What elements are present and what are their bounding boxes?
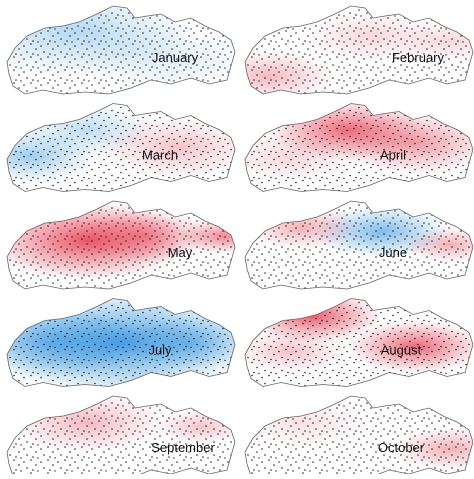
month-label: February — [392, 50, 445, 65]
month-map: May — [6, 200, 236, 290]
month-map: June — [244, 200, 474, 290]
month-map: February — [244, 5, 474, 95]
month-map: July — [6, 298, 236, 387]
month-map: January — [6, 5, 236, 95]
month-label: January — [152, 50, 199, 65]
month-label: May — [168, 245, 193, 260]
month-map: March — [6, 103, 236, 192]
month-label: September — [151, 440, 215, 455]
month-map: August — [244, 298, 474, 387]
month-label: August — [381, 343, 422, 358]
month-label: July — [148, 343, 172, 358]
month-label: October — [378, 440, 425, 455]
month-map: September — [6, 395, 236, 479]
month-label: June — [379, 245, 407, 260]
month-label: March — [142, 148, 178, 163]
month-map: October — [244, 395, 474, 479]
month-label: April — [380, 148, 406, 163]
month-map: April — [244, 103, 474, 192]
